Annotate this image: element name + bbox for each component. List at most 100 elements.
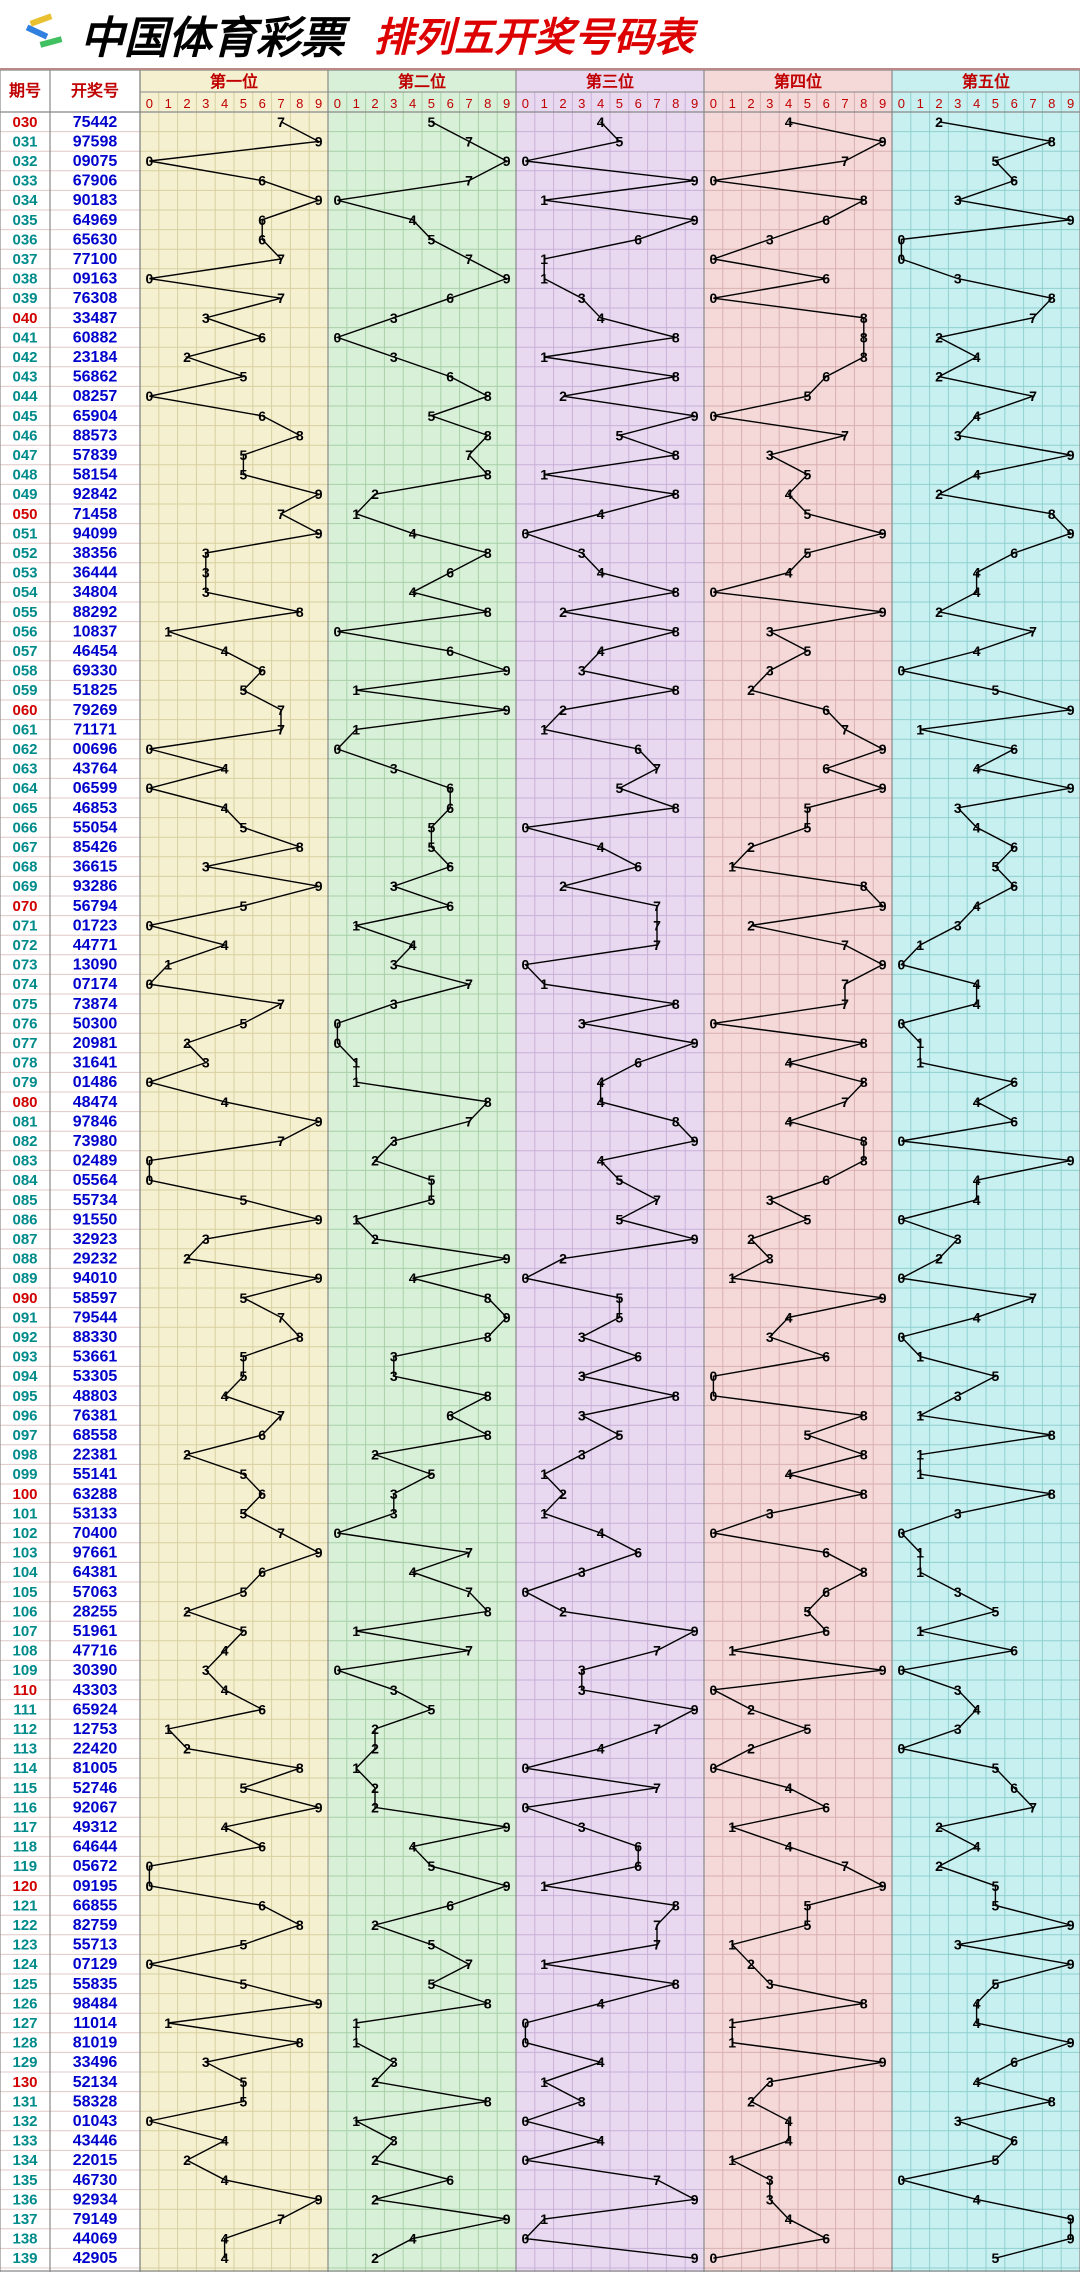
- svg-text:1: 1: [728, 2152, 736, 2168]
- svg-text:32923: 32923: [73, 1231, 118, 1248]
- svg-text:0: 0: [146, 1074, 154, 1090]
- svg-text:第五位: 第五位: [962, 72, 1010, 91]
- svg-text:4: 4: [221, 937, 229, 953]
- svg-text:4: 4: [409, 2231, 417, 2247]
- svg-text:7: 7: [653, 1780, 661, 1796]
- svg-text:6: 6: [823, 96, 830, 111]
- svg-text:0: 0: [710, 1368, 718, 1384]
- svg-text:08257: 08257: [73, 388, 118, 405]
- svg-text:133: 133: [12, 2133, 37, 2150]
- svg-text:0: 0: [146, 96, 153, 111]
- svg-text:3: 3: [390, 1682, 398, 1698]
- svg-text:65924: 65924: [73, 1701, 118, 1718]
- svg-text:5: 5: [992, 1368, 1000, 1384]
- svg-text:050: 050: [12, 506, 37, 523]
- svg-text:0: 0: [898, 231, 906, 247]
- svg-text:5: 5: [992, 1603, 1000, 1619]
- svg-text:4: 4: [973, 349, 981, 365]
- svg-text:8: 8: [1048, 506, 1056, 522]
- svg-text:7: 7: [277, 290, 285, 306]
- svg-text:09163: 09163: [73, 271, 118, 288]
- svg-text:3: 3: [578, 1407, 586, 1423]
- svg-text:4: 4: [597, 1074, 605, 1090]
- svg-text:9: 9: [315, 133, 323, 149]
- svg-text:3: 3: [578, 1819, 586, 1835]
- svg-text:123: 123: [12, 1937, 37, 1954]
- svg-text:0: 0: [898, 1015, 906, 1031]
- svg-text:2: 2: [747, 1741, 755, 1757]
- svg-text:7: 7: [653, 937, 661, 953]
- svg-text:051: 051: [12, 525, 37, 542]
- svg-text:6: 6: [822, 2231, 830, 2247]
- svg-text:43303: 43303: [73, 1682, 118, 1699]
- svg-text:7: 7: [841, 427, 849, 443]
- svg-text:85426: 85426: [73, 839, 118, 856]
- svg-text:5: 5: [616, 1427, 624, 1443]
- svg-text:1: 1: [352, 1623, 360, 1639]
- svg-text:6: 6: [258, 1701, 266, 1717]
- svg-text:3: 3: [390, 1349, 398, 1365]
- svg-text:53305: 53305: [73, 1368, 118, 1385]
- svg-text:第二位: 第二位: [398, 72, 446, 91]
- svg-text:56862: 56862: [73, 369, 118, 386]
- svg-text:083: 083: [12, 1153, 37, 1170]
- svg-text:080: 080: [12, 1094, 37, 1111]
- svg-text:46853: 46853: [73, 800, 118, 817]
- svg-text:44771: 44771: [73, 937, 118, 954]
- svg-text:6: 6: [1010, 545, 1018, 561]
- svg-text:1: 1: [352, 1055, 360, 1071]
- svg-text:7: 7: [841, 996, 849, 1012]
- svg-text:031: 031: [12, 133, 37, 150]
- svg-text:4: 4: [221, 2172, 229, 2188]
- svg-text:3: 3: [954, 1937, 962, 1953]
- svg-text:1: 1: [540, 1878, 548, 1894]
- svg-text:0: 0: [334, 1015, 342, 1031]
- svg-text:8: 8: [860, 192, 868, 208]
- svg-text:52746: 52746: [73, 1780, 118, 1797]
- svg-text:2: 2: [559, 1251, 567, 1267]
- svg-text:7: 7: [277, 251, 285, 267]
- svg-text:8: 8: [296, 1329, 304, 1345]
- svg-text:66855: 66855: [73, 1897, 118, 1914]
- svg-text:5: 5: [992, 1976, 1000, 1992]
- svg-text:8: 8: [672, 623, 680, 639]
- svg-text:56794: 56794: [73, 898, 118, 915]
- svg-text:2: 2: [371, 2152, 379, 2168]
- svg-text:043: 043: [12, 369, 37, 386]
- svg-text:5: 5: [428, 1172, 436, 1188]
- svg-text:2: 2: [559, 702, 567, 718]
- svg-text:3: 3: [202, 96, 209, 111]
- svg-text:2: 2: [371, 1780, 379, 1796]
- svg-text:2: 2: [183, 96, 190, 111]
- svg-text:5: 5: [992, 153, 1000, 169]
- svg-text:92067: 92067: [73, 1799, 118, 1816]
- svg-text:5: 5: [240, 2093, 248, 2109]
- svg-text:1: 1: [352, 721, 360, 737]
- svg-text:060: 060: [12, 702, 37, 719]
- svg-text:7: 7: [653, 1192, 661, 1208]
- svg-text:0: 0: [146, 1956, 154, 1972]
- svg-text:3: 3: [954, 917, 962, 933]
- svg-text:58154: 58154: [73, 467, 118, 484]
- svg-text:1: 1: [916, 1035, 924, 1051]
- trend-chart: 期号开奖号第一位第二位第三位第四位第五位01234567890123456789…: [0, 70, 1080, 2272]
- svg-text:5: 5: [428, 1976, 436, 1992]
- svg-text:8: 8: [296, 604, 304, 620]
- svg-text:9: 9: [315, 96, 322, 111]
- svg-text:开奖号: 开奖号: [71, 81, 119, 100]
- svg-text:6: 6: [258, 1564, 266, 1580]
- svg-text:22420: 22420: [73, 1741, 118, 1758]
- svg-text:1: 1: [916, 1055, 924, 1071]
- svg-text:095: 095: [12, 1388, 37, 1405]
- svg-text:43764: 43764: [73, 761, 118, 778]
- svg-text:4: 4: [785, 96, 792, 111]
- svg-text:2: 2: [559, 96, 566, 111]
- svg-text:60882: 60882: [73, 329, 118, 346]
- svg-text:81005: 81005: [73, 1760, 118, 1777]
- svg-text:8: 8: [484, 1427, 492, 1443]
- svg-text:0: 0: [522, 2015, 530, 2031]
- svg-text:30390: 30390: [73, 1662, 118, 1679]
- svg-text:1: 1: [540, 976, 548, 992]
- svg-text:105: 105: [12, 1584, 37, 1601]
- svg-text:5: 5: [240, 898, 248, 914]
